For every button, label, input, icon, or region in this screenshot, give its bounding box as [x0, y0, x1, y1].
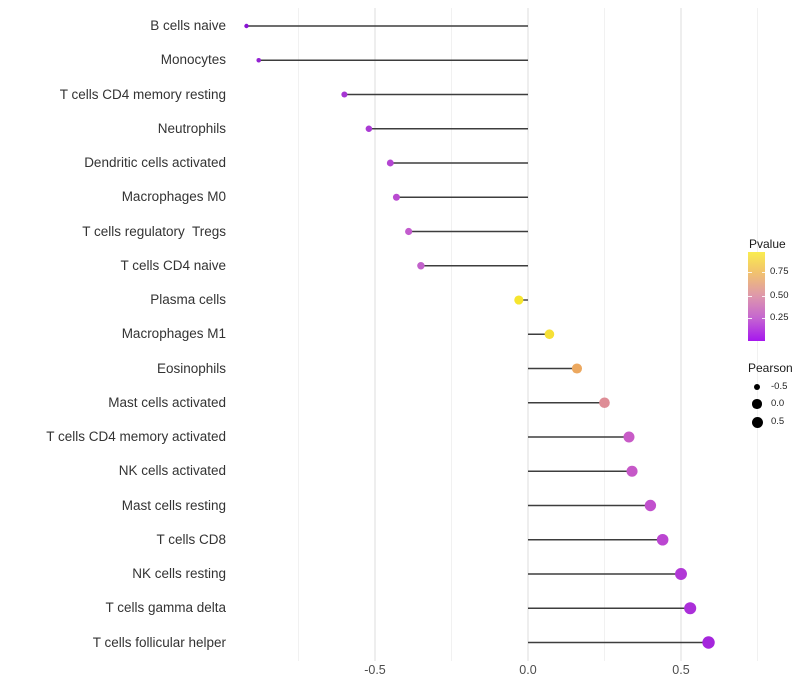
y-axis-label: Eosinophils	[156, 360, 226, 376]
y-axis-label: Monocytes	[160, 52, 226, 68]
data-point	[256, 57, 262, 63]
pearson-legend-size-dot	[753, 383, 761, 391]
y-axis-label: T cells gamma delta	[105, 600, 226, 616]
y-axis-label: T cells CD4 naive	[120, 257, 226, 273]
colorbar-tick-mark	[748, 318, 752, 320]
data-point	[599, 397, 610, 409]
pvalue-legend-tick-label: 0.50	[770, 290, 789, 301]
data-point	[656, 533, 669, 546]
data-point	[644, 499, 657, 512]
pearson-legend-size-dot	[751, 416, 763, 428]
data-point	[702, 636, 715, 649]
pvalue-legend-tick-label: 0.75	[770, 266, 789, 277]
y-axis-label: Macrophages M0	[121, 189, 226, 205]
y-axis-label: T cells CD8	[156, 531, 226, 547]
x-axis-tick-label: 0.0	[519, 663, 537, 677]
colorbar-tick-mark	[761, 318, 765, 320]
y-axis-label: Macrophages M1	[121, 326, 226, 342]
y-axis-label: Plasma cells	[150, 292, 226, 307]
y-axis-label: Neutrophils	[157, 120, 226, 136]
pvalue-legend-title: Pvalue	[749, 237, 786, 251]
data-point	[365, 125, 373, 133]
colorbar-tick-mark	[748, 272, 752, 274]
pearson-legend-tick-label: -0.5	[771, 381, 788, 392]
pvalue-legend-tick-label: 0.25	[770, 312, 789, 323]
data-point	[675, 568, 687, 580]
y-axis-label: Dendritic cells activated	[84, 155, 226, 170]
data-point	[386, 159, 394, 167]
colorbar-tick-mark	[761, 296, 765, 298]
y-axis-label: NK cells resting	[132, 566, 226, 581]
data-point	[684, 602, 697, 615]
colorbar-tick-mark	[761, 272, 765, 274]
data-point	[544, 329, 555, 340]
y-axis-label: Mast cells resting	[121, 497, 226, 513]
pearson-legend-title: Pearson	[748, 361, 793, 375]
data-point	[405, 227, 413, 236]
y-axis-label: T cells follicular helper	[92, 634, 226, 650]
colorbar-tick-mark	[748, 296, 752, 298]
x-axis-tick-label: 0.5	[672, 663, 690, 677]
data-point	[341, 91, 348, 98]
y-axis-label: B cells naive	[150, 18, 226, 33]
y-axis-label: NK cells activated	[118, 463, 226, 479]
y-axis-label: Mast cells activated	[108, 394, 226, 410]
y-axis-label: T cells regulatory Tregs	[82, 223, 226, 239]
pvalue-colorbar-gradient	[748, 252, 765, 341]
data-point	[514, 295, 524, 305]
data-point	[571, 363, 583, 374]
y-axis-label: T cells CD4 memory resting	[59, 86, 226, 102]
data-point	[417, 262, 425, 270]
data-point	[244, 23, 249, 29]
data-point	[623, 431, 635, 443]
pearson-legend-tick-label: 0.5	[771, 416, 785, 427]
x-axis-tick-label: -0.5	[364, 663, 386, 677]
pearson-legend-size-dot	[752, 399, 762, 409]
pearson-legend-tick-label: 0.0	[771, 398, 785, 409]
y-axis-label: T cells CD4 memory activated	[46, 429, 226, 444]
data-point	[392, 193, 400, 201]
data-point	[626, 465, 638, 477]
